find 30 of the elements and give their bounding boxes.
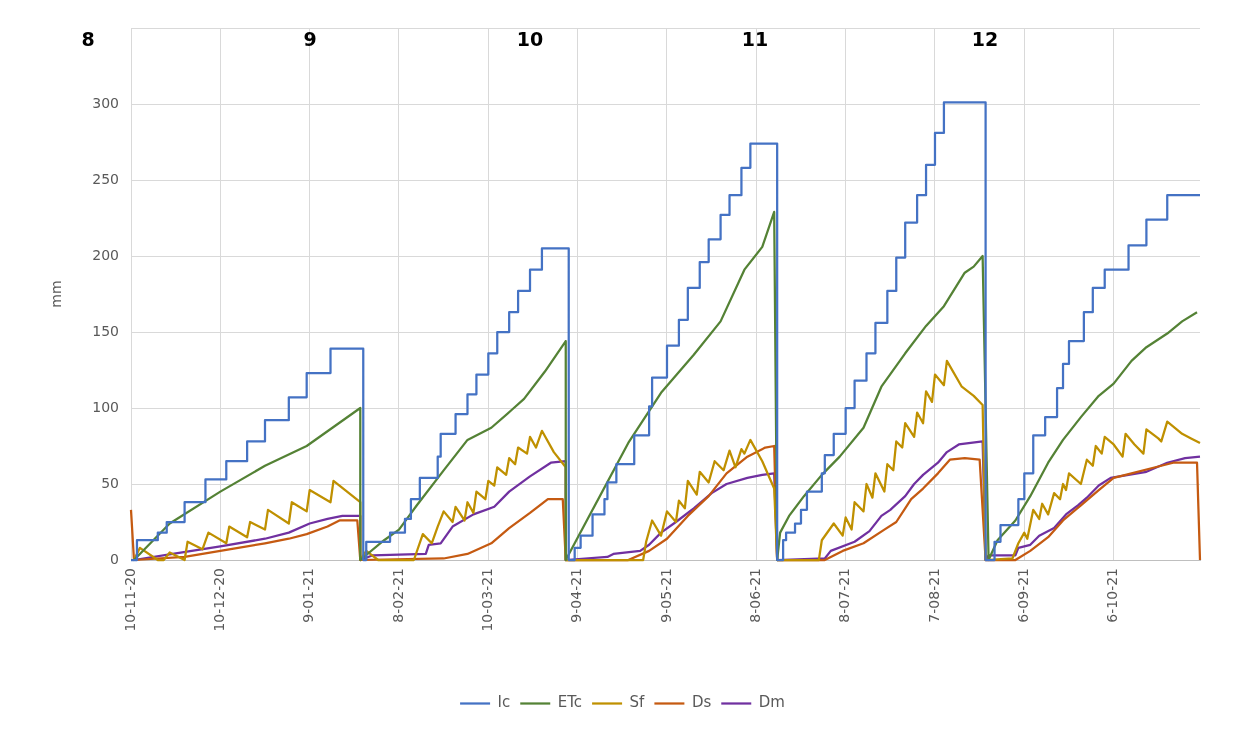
annotation: 10 bbox=[516, 27, 544, 50]
x-tick-label: 10-03-21 bbox=[478, 568, 495, 632]
y-tick-label: 150 bbox=[92, 322, 119, 339]
annotation: 12 bbox=[971, 27, 999, 50]
x-tick-label: 9-01-21 bbox=[300, 568, 317, 623]
y-tick-label: 300 bbox=[92, 94, 119, 111]
x-tick-label: 9-04-21 bbox=[568, 568, 585, 623]
legend-label: Ic bbox=[497, 693, 511, 712]
y-tick-label: 100 bbox=[92, 398, 119, 415]
y-tick-label: 0 bbox=[110, 550, 119, 567]
x-tick-label: 8-07-21 bbox=[836, 568, 853, 623]
annotation: 9 bbox=[303, 27, 317, 50]
legend-label: ETc bbox=[557, 693, 583, 712]
x-tick-label: 6-09-21 bbox=[1014, 568, 1031, 623]
legend-label: Dm bbox=[758, 693, 785, 712]
y-tick-label: 50 bbox=[101, 474, 119, 491]
legend-label: Ds bbox=[691, 693, 712, 712]
x-tick-label: 7-08-21 bbox=[925, 568, 942, 623]
annotation: 11 bbox=[741, 27, 769, 50]
x-tick-label: 9-05-21 bbox=[657, 568, 674, 623]
x-tick-label: 10-11-20 bbox=[121, 568, 138, 632]
y-tick-label: 200 bbox=[92, 246, 119, 263]
x-tick-label: 8-06-21 bbox=[746, 568, 763, 623]
x-tick-label: 10-12-20 bbox=[210, 568, 227, 632]
x-tick-label: 8-02-21 bbox=[389, 568, 406, 623]
text: 8 bbox=[81, 27, 95, 50]
x-tick-label: 6-10-21 bbox=[1104, 568, 1121, 623]
y-axis-title: mm bbox=[48, 280, 65, 308]
legend-label: Sf bbox=[629, 693, 646, 712]
y-tick-label: 250 bbox=[92, 170, 119, 187]
